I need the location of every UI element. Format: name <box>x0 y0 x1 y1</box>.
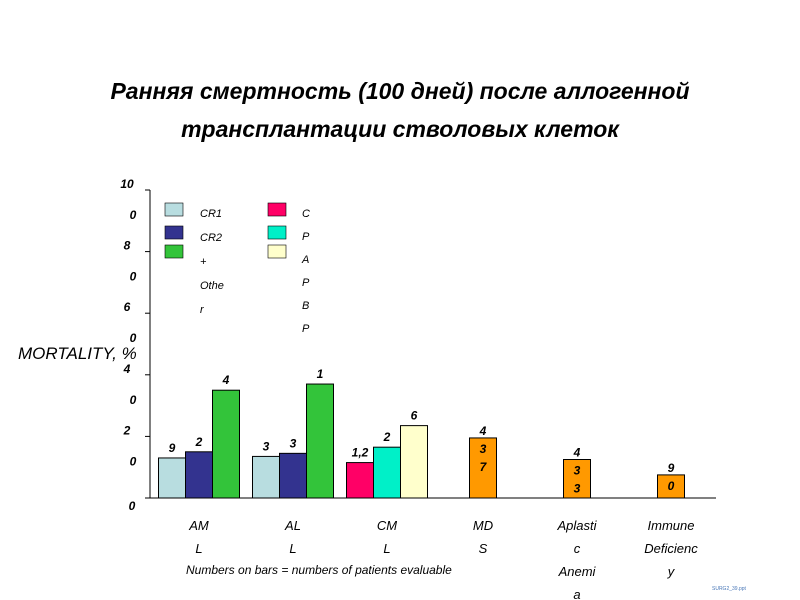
x-category-label: MD <box>473 518 493 533</box>
x-category-label: Deficienc <box>644 541 698 556</box>
y-tick-label: 0 <box>130 454 137 468</box>
bar-value-label: 2 <box>195 435 203 449</box>
legend-label: CR2 <box>200 232 222 244</box>
bar-value-label: 1 <box>317 367 324 381</box>
bar-value-label: 2 <box>383 430 391 444</box>
x-category-label: L <box>383 541 390 556</box>
bar-value-label: 3 <box>263 439 270 453</box>
legend-label: r <box>200 304 205 316</box>
bar-cml <box>346 462 374 499</box>
legend-swatch <box>164 202 184 217</box>
bar-all <box>306 383 334 499</box>
x-category-label: Anemi <box>558 564 597 579</box>
y-tick-label: 10 <box>120 177 134 191</box>
source-label: SURG2_39.ppt <box>712 586 746 592</box>
y-axis-label: MORTALITY, % <box>18 344 137 363</box>
bar-value-label: 7 <box>480 460 488 474</box>
x-category-label: L <box>195 541 202 556</box>
legend-swatch <box>267 244 287 259</box>
bar-value-label: 6 <box>411 409 418 423</box>
chart-title-line2: трансплантации стволовых клеток <box>181 116 619 142</box>
bar-mds <box>469 437 497 499</box>
bar-value-label: 3 <box>290 436 297 450</box>
x-category-label: CM <box>377 518 397 533</box>
x-category-label: a <box>573 587 580 600</box>
legend-label: CR1 <box>200 208 222 220</box>
y-tick-label: 4 <box>123 362 131 376</box>
footnote: Numbers on bars = numbers of patients ev… <box>186 563 452 577</box>
x-category-label: AL <box>284 518 301 533</box>
legend-label: P <box>302 277 310 289</box>
y-tick-label: 0 <box>130 331 137 345</box>
x-category-label: S <box>479 541 488 556</box>
legend-label: C <box>302 208 310 220</box>
bar-aml <box>212 389 240 499</box>
x-category-label: Aplasti <box>556 518 597 533</box>
bar-value-label: 4 <box>222 373 230 387</box>
legend-swatch <box>267 225 287 240</box>
bar-immune-deficiency <box>657 474 685 499</box>
legend-label: A <box>301 254 309 266</box>
x-category-label: Immune <box>648 518 695 533</box>
legend-label: P <box>302 231 310 243</box>
bar-value-label: 0 <box>668 479 675 493</box>
bar-all <box>252 455 280 499</box>
y-tick-label: 6 <box>124 300 131 314</box>
bar-aml <box>185 451 213 499</box>
x-category-label: AM <box>188 518 209 533</box>
x-category-label: y <box>667 564 676 579</box>
x-category-label: L <box>289 541 296 556</box>
bar-value-label: 3 <box>574 482 581 496</box>
bar-cml <box>373 446 401 499</box>
legend-swatch <box>164 244 184 259</box>
bar-value-label: 9 <box>169 441 176 455</box>
bar-aplastic-anemia <box>563 459 591 499</box>
bar-all <box>279 452 307 499</box>
legend-label: + <box>200 256 207 268</box>
legend-label: Othe <box>200 280 224 292</box>
y-tick-label: 8 <box>124 239 131 253</box>
bar-value-label: 3 <box>480 442 487 456</box>
chart-title-line1: Ранняя смертность (100 дней) после аллог… <box>110 78 690 104</box>
legend-swatch <box>164 225 184 240</box>
bar-aml <box>158 457 186 499</box>
bar-value-label: 3 <box>574 464 581 478</box>
legend-swatch <box>267 202 287 217</box>
bar-cml <box>400 425 428 499</box>
legend-label: P <box>302 323 310 335</box>
legend-label: B <box>302 300 309 312</box>
x-category-label: c <box>574 541 581 556</box>
bar-value-label: 1,2 <box>352 446 369 460</box>
y-tick-label: 2 <box>123 423 131 437</box>
bar-value-label: 4 <box>479 424 487 438</box>
y-tick-label: 0 <box>130 270 137 284</box>
bar-value-label: 4 <box>573 446 581 460</box>
bar-value-label: 9 <box>668 461 675 475</box>
y-tick-label: 0 <box>130 393 137 407</box>
y-tick-label: 0 <box>129 499 136 513</box>
y-tick-label: 0 <box>130 208 137 222</box>
